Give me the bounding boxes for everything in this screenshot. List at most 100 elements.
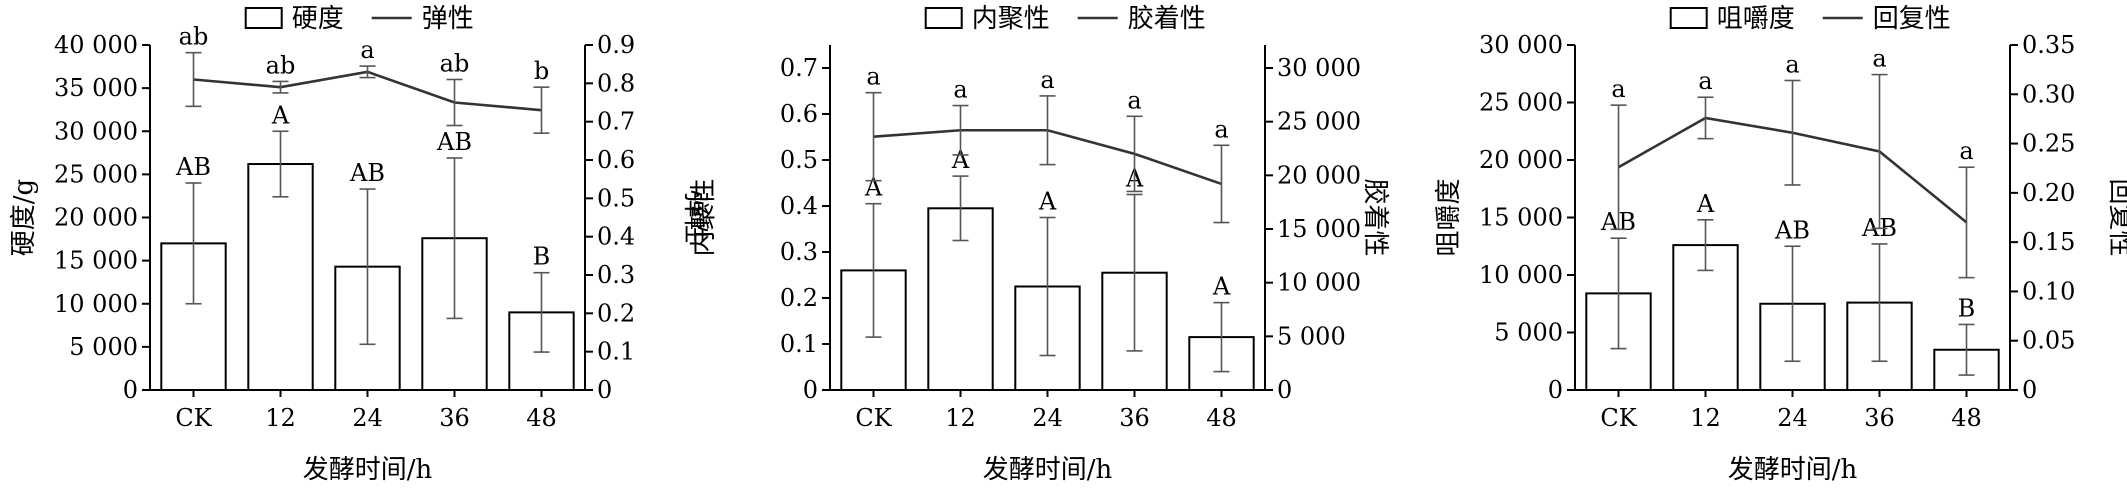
x-tick-label: 48 (526, 404, 557, 432)
legend-bar-label: 咀嚼度 (1717, 4, 1795, 34)
legend: 硬度 弹性 (244, 4, 474, 34)
left-tick-label: 30 000 (54, 117, 138, 145)
x-tick-label: CK (175, 404, 212, 432)
right-y-axis-title: 回复性 (2105, 178, 2127, 256)
x-tick-label: 24 (1777, 404, 1808, 432)
right-tick-label: 0 (2022, 376, 2037, 404)
legend-line-label: 回复性 (1873, 4, 1951, 34)
line-significance-label: ab (266, 51, 296, 79)
right-tick-label: 0.15 (2022, 228, 2075, 256)
line-significance-label: a (1214, 115, 1228, 143)
right-tick-label: 0.8 (597, 69, 635, 97)
right-tick-label: 0.30 (2022, 80, 2075, 108)
line-significance-label: a (1611, 75, 1625, 103)
line-significance-label: a (1959, 137, 1973, 165)
right-y-axis-title: 胶着性 (1360, 178, 1390, 256)
left-tick-label: 40 000 (54, 31, 138, 59)
x-tick-label: 36 (439, 404, 470, 432)
left-tick-label: 0.7 (780, 54, 818, 82)
left-tick-label: 0.5 (780, 146, 818, 174)
x-tick-label: 48 (1951, 404, 1982, 432)
left-tick-label: 10 000 (1479, 261, 1563, 289)
left-tick-label: 0 (1548, 376, 1563, 404)
line-significance-label: a (360, 36, 374, 64)
chart-panel-1: AB A AB AB Bab ab a ab b 0 5 000 10 000 15 000 20 000… (9, 4, 710, 485)
left-tick-label: 15 000 (54, 247, 138, 275)
right-tick-label: 0.6 (597, 146, 635, 174)
legend: 咀嚼度 回复性 (1669, 4, 1951, 34)
x-tick-label: 36 (1864, 404, 1895, 432)
x-axis-title: 发酵时间/h (983, 455, 1113, 485)
legend-line-label: 胶着性 (1128, 4, 1206, 34)
left-tick-label: 0.3 (780, 238, 818, 266)
right-tick-label: 0.25 (2022, 130, 2075, 158)
right-tick-label: 20 000 (1277, 161, 1361, 189)
right-tick-label: 0.7 (597, 108, 635, 136)
line-significance-label: a (1785, 50, 1799, 78)
left-y-axis-title: 硬度/g (9, 179, 39, 256)
right-tick-label: 0 (1277, 376, 1292, 404)
bar-12 (247, 163, 314, 391)
right-tick-label: 5 000 (1277, 322, 1346, 350)
right-tick-label: 0.20 (2022, 179, 2075, 207)
line-significance-label: a (1698, 67, 1712, 95)
left-tick-label: 0 (123, 376, 138, 404)
legend-bar-swatch (924, 7, 963, 29)
x-axis-title: 发酵时间/h (1728, 455, 1858, 485)
right-y-axis-title: 弹性 (680, 191, 710, 243)
right-tick-label: 0.3 (597, 261, 635, 289)
bar-significance-label: A (1212, 273, 1231, 301)
right-tick-label: 25 000 (1277, 108, 1361, 136)
bar-significance-label: A (951, 146, 970, 174)
line-significance-label: a (1127, 86, 1141, 114)
line-significance-label: a (1040, 66, 1054, 94)
bar-significance-label: B (533, 243, 551, 271)
right-tick-label: 0.35 (2022, 31, 2075, 59)
right-tick-label: 0.10 (2022, 277, 2075, 305)
left-tick-label: 15 000 (1479, 204, 1563, 232)
left-tick-label: 0.4 (780, 192, 818, 220)
x-tick-label: 24 (1032, 404, 1063, 432)
left-tick-label: 0 (803, 376, 818, 404)
legend-bar-swatch (244, 7, 283, 29)
left-tick-label: 25 000 (54, 160, 138, 188)
x-tick-label: 12 (945, 404, 976, 432)
left-tick-label: 5 000 (1494, 319, 1563, 347)
left-tick-label: 0.1 (780, 330, 818, 358)
right-tick-label: 0.2 (597, 299, 635, 327)
bar-significance-label: A (271, 101, 290, 129)
legend-bar-label: 内聚性 (972, 4, 1050, 34)
bar-significance-label: AB (1774, 216, 1810, 244)
x-tick-label: 12 (265, 404, 296, 432)
bar-significance-label: A (1038, 188, 1057, 216)
right-tick-label: 10 000 (1277, 269, 1361, 297)
line-significance-label: a (1872, 45, 1886, 73)
bar-significance-label: A (1696, 190, 1715, 218)
legend-bar-swatch (1669, 7, 1708, 29)
right-tick-label: 0.05 (2022, 327, 2075, 355)
legend-line-label: 弹性 (422, 4, 474, 34)
bar-significance-label: AB (436, 128, 472, 156)
right-tick-label: 0 (597, 376, 612, 404)
right-tick-label: 0.9 (597, 31, 635, 59)
right-tick-label: 0.5 (597, 184, 635, 212)
line-significance-label: a (953, 76, 967, 104)
x-tick-label: 36 (1119, 404, 1150, 432)
x-axis-title: 发酵时间/h (303, 455, 433, 485)
left-tick-label: 0.2 (780, 284, 818, 312)
line-significance-label: ab (440, 50, 470, 78)
left-y-axis-title: 咀嚼度 (1434, 178, 1464, 256)
left-tick-label: 5 000 (69, 333, 138, 361)
right-tick-label: 0.1 (597, 338, 635, 366)
right-tick-label: 15 000 (1277, 215, 1361, 243)
x-tick-label: 24 (352, 404, 383, 432)
bar-significance-label: AB (349, 159, 385, 187)
line-significance-label: ab (179, 23, 209, 51)
legend: 内聚性 胶着性 (924, 4, 1206, 34)
x-tick-label: 48 (1206, 404, 1237, 432)
left-tick-label: 10 000 (54, 290, 138, 318)
left-tick-label: 30 000 (1479, 31, 1563, 59)
